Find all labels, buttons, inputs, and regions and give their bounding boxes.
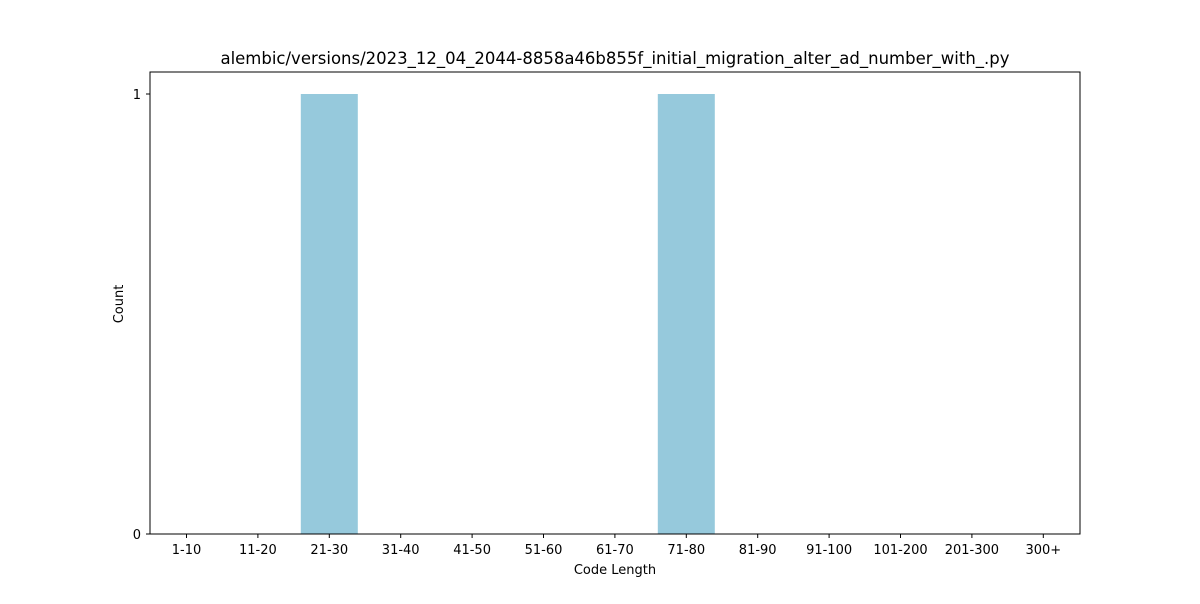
x-axis-ticks: 1-10 11-20 21-30 31-40 41-50 51-60 61-70 71-80 8… (172, 534, 1061, 558)
x-tick-label: 1-10 (172, 543, 202, 558)
bars-group (300, 94, 715, 534)
x-tick-label: 300+ (1025, 543, 1061, 558)
x-tick-label: 61-70 (596, 543, 634, 558)
x-tick-label: 51-60 (525, 543, 563, 558)
y-axis-ticks: 01 (133, 88, 150, 543)
bar-21-30 (300, 94, 358, 534)
x-tick-label: 21-30 (310, 543, 348, 558)
chart-title: alembic/versions/2023_12_04_2044-8858a46… (220, 49, 1009, 69)
x-tick-label: 11-20 (239, 543, 277, 558)
bar-71-80 (657, 94, 715, 534)
x-tick-label: 101-200 (873, 543, 927, 558)
x-tick-label: 91-100 (806, 543, 852, 558)
y-tick-label: 1 (133, 88, 141, 103)
y-axis-label: Count (112, 285, 127, 324)
x-tick-label: 41-50 (453, 543, 491, 558)
x-tick-label: 81-90 (739, 543, 777, 558)
x-axis-label: Code Length (574, 563, 656, 578)
x-tick-label: 31-40 (382, 543, 420, 558)
x-tick-label: 71-80 (667, 543, 705, 558)
y-tick-label: 0 (133, 528, 141, 543)
x-tick-label: 201-300 (945, 543, 999, 558)
plot-area-frame (149, 71, 1081, 535)
